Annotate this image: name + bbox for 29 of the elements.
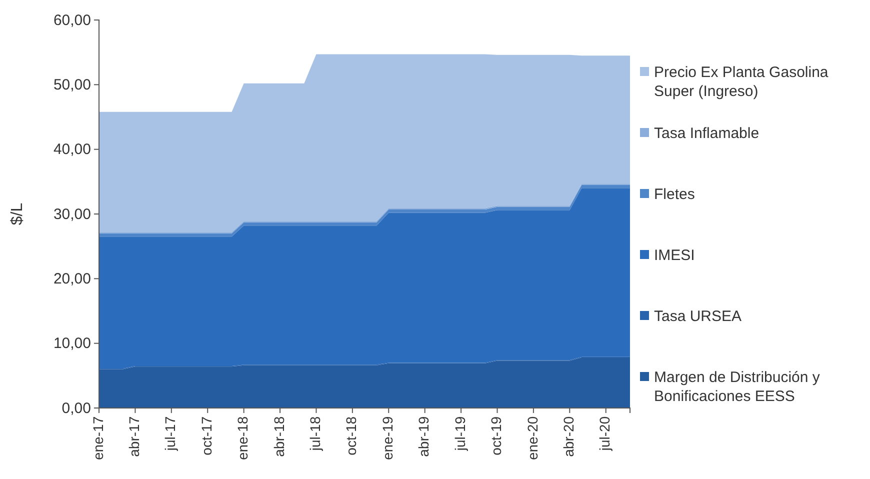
x-tick-label: ene-19	[379, 416, 396, 460]
legend-label: Tasa Inflamable	[654, 125, 760, 142]
x-tick-label: abr-17	[126, 416, 142, 457]
x-tick-label: oct-18	[343, 416, 360, 456]
y-tick-label: 30,00	[53, 206, 91, 223]
legend-label: IMESI	[654, 247, 695, 264]
x-tick-label: jul-19	[452, 416, 468, 452]
x-tick-label: ene-18	[234, 416, 251, 460]
legend-label: Margen de Distribución y Bonificaciones EESS	[654, 369, 820, 405]
x-tick-label: abr-19	[416, 416, 432, 457]
x-tick-label: abr-18	[270, 416, 287, 457]
y-tick-label: 10,00	[53, 335, 91, 352]
x-tick-label: oct-17	[198, 416, 214, 456]
x-tick-label: abr-20	[560, 416, 576, 457]
x-tick-label: jul-17	[162, 416, 178, 452]
x-tick-label: jul-18	[307, 416, 324, 452]
x-tick-label: oct-19	[488, 416, 504, 456]
x-tick-label: ene-20	[524, 416, 540, 460]
legend-label: Fletes	[654, 186, 695, 203]
x-tick-label: ene-17	[90, 416, 106, 460]
x-tick-label: jul-20	[596, 416, 613, 452]
y-tick-label: 60,00	[53, 12, 91, 29]
legend-label: Tasa URSEA	[654, 308, 742, 325]
y-axis-title: $/L	[9, 202, 26, 226]
legend-label: Precio Ex Planta Gasolina Super (Ingreso)	[654, 64, 829, 100]
y-tick-label: 40,00	[53, 141, 91, 158]
y-tick-label: 0,00	[62, 400, 91, 417]
y-tick-label: 20,00	[53, 270, 91, 288]
y-tick-label: 50,00	[53, 76, 91, 94]
